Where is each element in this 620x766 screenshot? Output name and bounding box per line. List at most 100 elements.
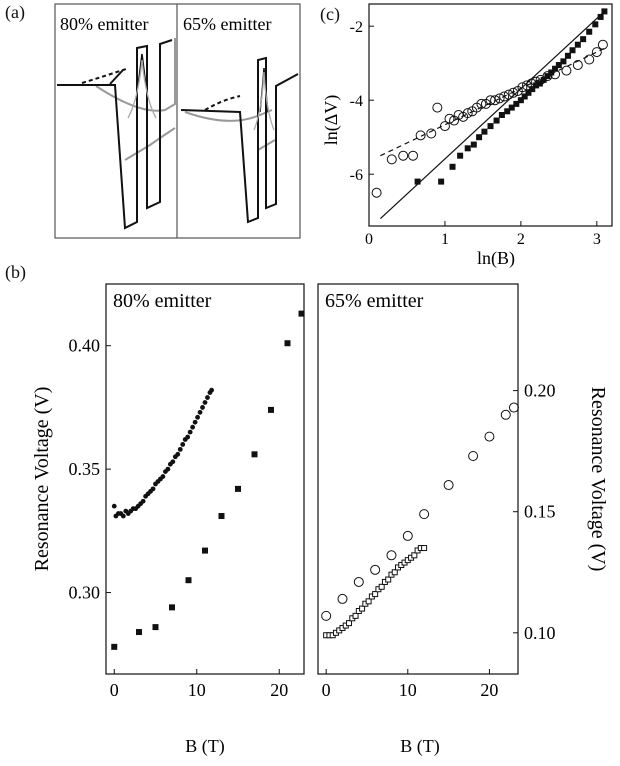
resonance-envelope-80 [127,59,157,119]
data-point [564,52,571,59]
data-point [444,113,455,124]
data-point [370,564,381,575]
data-point [490,95,501,106]
x-tick-label: 3 [593,231,601,248]
data-point [185,577,192,584]
panel-b-65: 65% emitter B (T) Resonance Voltage (V) … [317,283,609,757]
data-point [169,604,175,611]
data-point [540,76,547,83]
panel-b-65-frame [317,283,519,675]
b-65-x-axis-label: B (T) [400,736,440,757]
data-point [352,612,359,619]
data-point [175,451,181,457]
y-tick-label: 0.10 [524,623,556,643]
panel-label-c: (c) [320,4,340,24]
data-point [503,89,514,100]
data-point [152,624,159,631]
panel-label-b: (b) [5,262,26,282]
x-tick-label: 10 [188,680,206,700]
data-point [411,552,418,559]
data-point [197,409,203,415]
y-tick-label: -6 [350,167,363,184]
data-point [218,513,225,520]
x-tick-label: 0 [365,231,373,248]
data-point [601,8,608,15]
data-point [499,91,510,102]
data-point [464,145,471,152]
panel-b-80-frame [105,283,305,675]
data-point [561,65,572,76]
data-point [190,424,196,430]
x-tick-label: 10 [399,680,417,700]
data-point [508,87,519,98]
data-point [195,414,200,420]
data-point [402,530,413,541]
data-point [443,480,454,491]
data-point [517,82,528,93]
data-point [521,93,528,100]
data-point [591,47,602,58]
data-point [526,78,537,89]
data-point [202,400,208,405]
data-point [386,154,397,165]
fit-line-dashed [380,47,605,157]
x-tick-label: 1 [441,231,449,248]
data-point [426,128,437,139]
data-point [160,474,166,479]
data-point [494,93,505,104]
data-point [202,547,208,554]
data-point [552,65,559,72]
data-point [165,466,171,472]
y-tick-label: -4 [350,93,363,110]
y-tick-label: 0.40 [69,336,101,356]
b-65-title: 65% emitter [325,290,424,312]
b-65-y-axis-label: Resonance Voltage (V) [587,387,609,572]
data-point [544,73,551,80]
b-80-title: 80% emitter [113,290,212,312]
c-y-axis-label: ln(ΔV) [321,95,342,146]
data-point [569,47,576,54]
band-edge-80 [57,39,173,230]
panel-b-80: 80% emitter B (T) Resonance Voltage (V) … [31,283,305,757]
data-point [584,54,595,65]
band-conduction-gray-80 [95,38,176,112]
band-dashed-80 [81,68,127,84]
resonance-envelope-65 [253,71,275,131]
data-point [517,97,524,104]
data-point [560,58,567,65]
x-tick-label: 20 [480,680,498,700]
data-point [470,141,477,148]
data-point [150,486,156,492]
data-point [209,387,215,393]
data-point [513,100,520,107]
data-point [484,431,495,442]
data-point [180,442,186,447]
subpanel-label-80: 80% emitter [60,14,148,34]
data-point [398,150,409,161]
data-point [353,576,364,587]
data-point [372,591,379,598]
data-point [449,163,456,170]
x-tick-label: 0 [110,680,119,700]
data-point [408,150,419,161]
data-point [321,610,332,621]
data-point [457,152,464,159]
data-point [508,104,515,111]
data-point [268,406,274,413]
y-tick-label: 0.15 [524,502,556,522]
panel-a: 80% emitter 65% emitter [54,3,301,239]
data-point [187,429,193,435]
data-point [574,41,581,48]
y-tick-label: -2 [350,19,363,36]
data-point [572,60,583,71]
data-point [251,451,258,458]
data-point [500,409,511,420]
data-point [462,108,473,119]
data-point [498,112,505,118]
y-tick-label: 0.35 [69,459,101,479]
data-point [365,598,372,605]
data-point [421,545,428,552]
band-valence-gray-80 [124,127,176,161]
data-point [508,402,519,413]
